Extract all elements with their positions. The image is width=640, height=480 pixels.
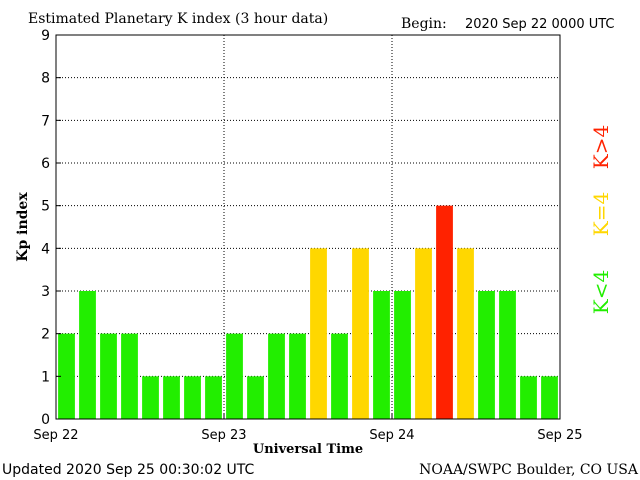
bar bbox=[373, 291, 390, 419]
bar bbox=[478, 291, 495, 419]
y-tick-label: 7 bbox=[41, 113, 50, 129]
y-tick-label: 5 bbox=[41, 199, 50, 215]
y-tick-label: 3 bbox=[41, 284, 50, 300]
chart-title: Estimated Planetary K index (3 hour data… bbox=[28, 11, 328, 27]
y-tick-label: 0 bbox=[41, 412, 50, 428]
source-text: NOAA/SWPC Boulder, CO USA bbox=[419, 462, 639, 478]
legend-entry: K<4 bbox=[589, 270, 613, 314]
bar bbox=[541, 376, 558, 419]
bars bbox=[58, 205, 558, 419]
legend: K<4 K=4 K>4 bbox=[589, 125, 613, 314]
legend-entry: K=4 bbox=[589, 192, 613, 236]
y-tick-label: 1 bbox=[41, 369, 50, 385]
bar bbox=[58, 333, 75, 419]
bar bbox=[205, 376, 222, 419]
bar bbox=[310, 248, 327, 419]
bar bbox=[331, 333, 348, 419]
y-ticks: 0 1 2 3 4 5 6 7 8 9 bbox=[41, 28, 61, 428]
bar bbox=[457, 248, 474, 419]
y-tick-label: 2 bbox=[41, 327, 50, 343]
x-tick-label: Sep 22 bbox=[33, 428, 78, 443]
y-tick-label: 6 bbox=[41, 156, 50, 172]
bar bbox=[394, 291, 411, 419]
x-tick-label: Sep 25 bbox=[537, 428, 582, 443]
bar bbox=[436, 205, 453, 419]
bar bbox=[352, 248, 369, 419]
bar bbox=[79, 291, 96, 419]
legend-entry: K>4 bbox=[589, 125, 613, 169]
y-tick-label: 4 bbox=[41, 241, 50, 257]
bar bbox=[142, 376, 159, 419]
bar bbox=[520, 376, 537, 419]
begin-label: Begin: bbox=[401, 16, 447, 32]
bar bbox=[247, 376, 264, 419]
bar bbox=[499, 291, 516, 419]
begin-value: 2020 Sep 22 0000 UTC bbox=[465, 17, 615, 32]
x-tick-label: Sep 24 bbox=[369, 428, 414, 443]
y-tick-label: 9 bbox=[41, 28, 50, 44]
bar bbox=[268, 333, 285, 419]
updated-text: Updated 2020 Sep 25 00:30:02 UTC bbox=[2, 462, 255, 478]
x-axis-label: Universal Time bbox=[253, 442, 363, 457]
bar bbox=[226, 333, 243, 419]
bar bbox=[415, 248, 432, 419]
x-tick-label: Sep 23 bbox=[201, 428, 246, 443]
bar bbox=[289, 333, 306, 419]
bar bbox=[184, 376, 201, 419]
y-tick-label: 8 bbox=[41, 71, 50, 87]
bar bbox=[163, 376, 180, 419]
x-ticks: Sep 22 Sep 23 Sep 24 Sep 25 bbox=[33, 413, 583, 443]
bar bbox=[100, 333, 117, 419]
y-axis-label: Kp index bbox=[15, 192, 31, 262]
plot-frame bbox=[55, 34, 561, 420]
bar bbox=[121, 333, 138, 419]
